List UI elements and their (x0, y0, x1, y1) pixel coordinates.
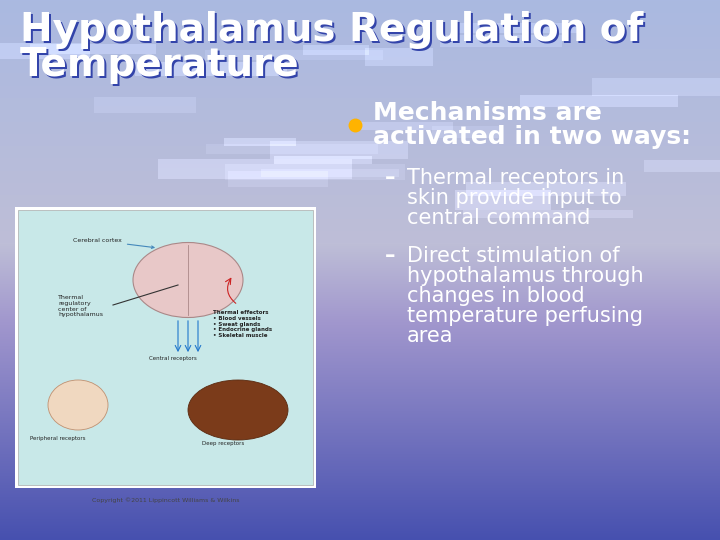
Bar (15, 207, 316, 488)
Ellipse shape (48, 380, 108, 430)
Text: hypothalamus through: hypothalamus through (407, 266, 644, 286)
Text: Copyright ©2011 Lippincott Williams & Wilkins: Copyright ©2011 Lippincott Williams & Wi… (91, 497, 239, 503)
Text: Thermal effectors
• Blood vessels
• Sweat glands
• Endocrine glands
• Skeletal m: Thermal effectors • Blood vessels • Swea… (213, 310, 272, 338)
Text: skin provide input to: skin provide input to (407, 188, 621, 208)
Text: –: – (385, 168, 395, 188)
Text: Thermal
regulatory
center of
hypothalamus: Thermal regulatory center of hypothalamu… (58, 295, 103, 318)
Text: Mechanisms are: Mechanisms are (373, 101, 602, 125)
Text: Hypothalamus Regulation of: Hypothalamus Regulation of (22, 13, 645, 51)
Text: temperature perfusing: temperature perfusing (407, 306, 643, 326)
Text: activated in two ways:: activated in two ways: (373, 125, 691, 149)
Text: Temperature: Temperature (22, 48, 302, 86)
Text: Temperature: Temperature (20, 46, 300, 84)
Text: Cerebral cortex: Cerebral cortex (73, 238, 154, 248)
Text: central command: central command (407, 208, 590, 228)
Text: Direct stimulation of: Direct stimulation of (407, 246, 620, 266)
Text: –: – (385, 246, 395, 266)
Text: Hypothalamus Regulation of: Hypothalamus Regulation of (20, 11, 643, 49)
Text: area: area (407, 326, 454, 346)
Text: Deep receptors: Deep receptors (202, 441, 244, 446)
Text: changes in blood: changes in blood (407, 286, 585, 306)
Text: Thermal receptors in: Thermal receptors in (407, 168, 624, 188)
Bar (18, 210, 313, 485)
Ellipse shape (133, 242, 243, 318)
Ellipse shape (188, 380, 288, 440)
Text: Peripheral receptors: Peripheral receptors (30, 436, 86, 441)
Text: Central receptors: Central receptors (149, 356, 197, 361)
